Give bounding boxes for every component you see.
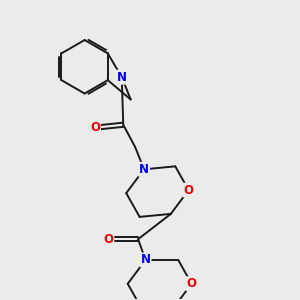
Text: O: O [103,233,113,246]
Text: O: O [184,184,194,196]
Text: N: N [139,163,149,176]
Text: O: O [187,277,196,290]
Text: O: O [90,121,100,134]
Text: N: N [140,254,151,266]
Text: N: N [117,71,127,84]
